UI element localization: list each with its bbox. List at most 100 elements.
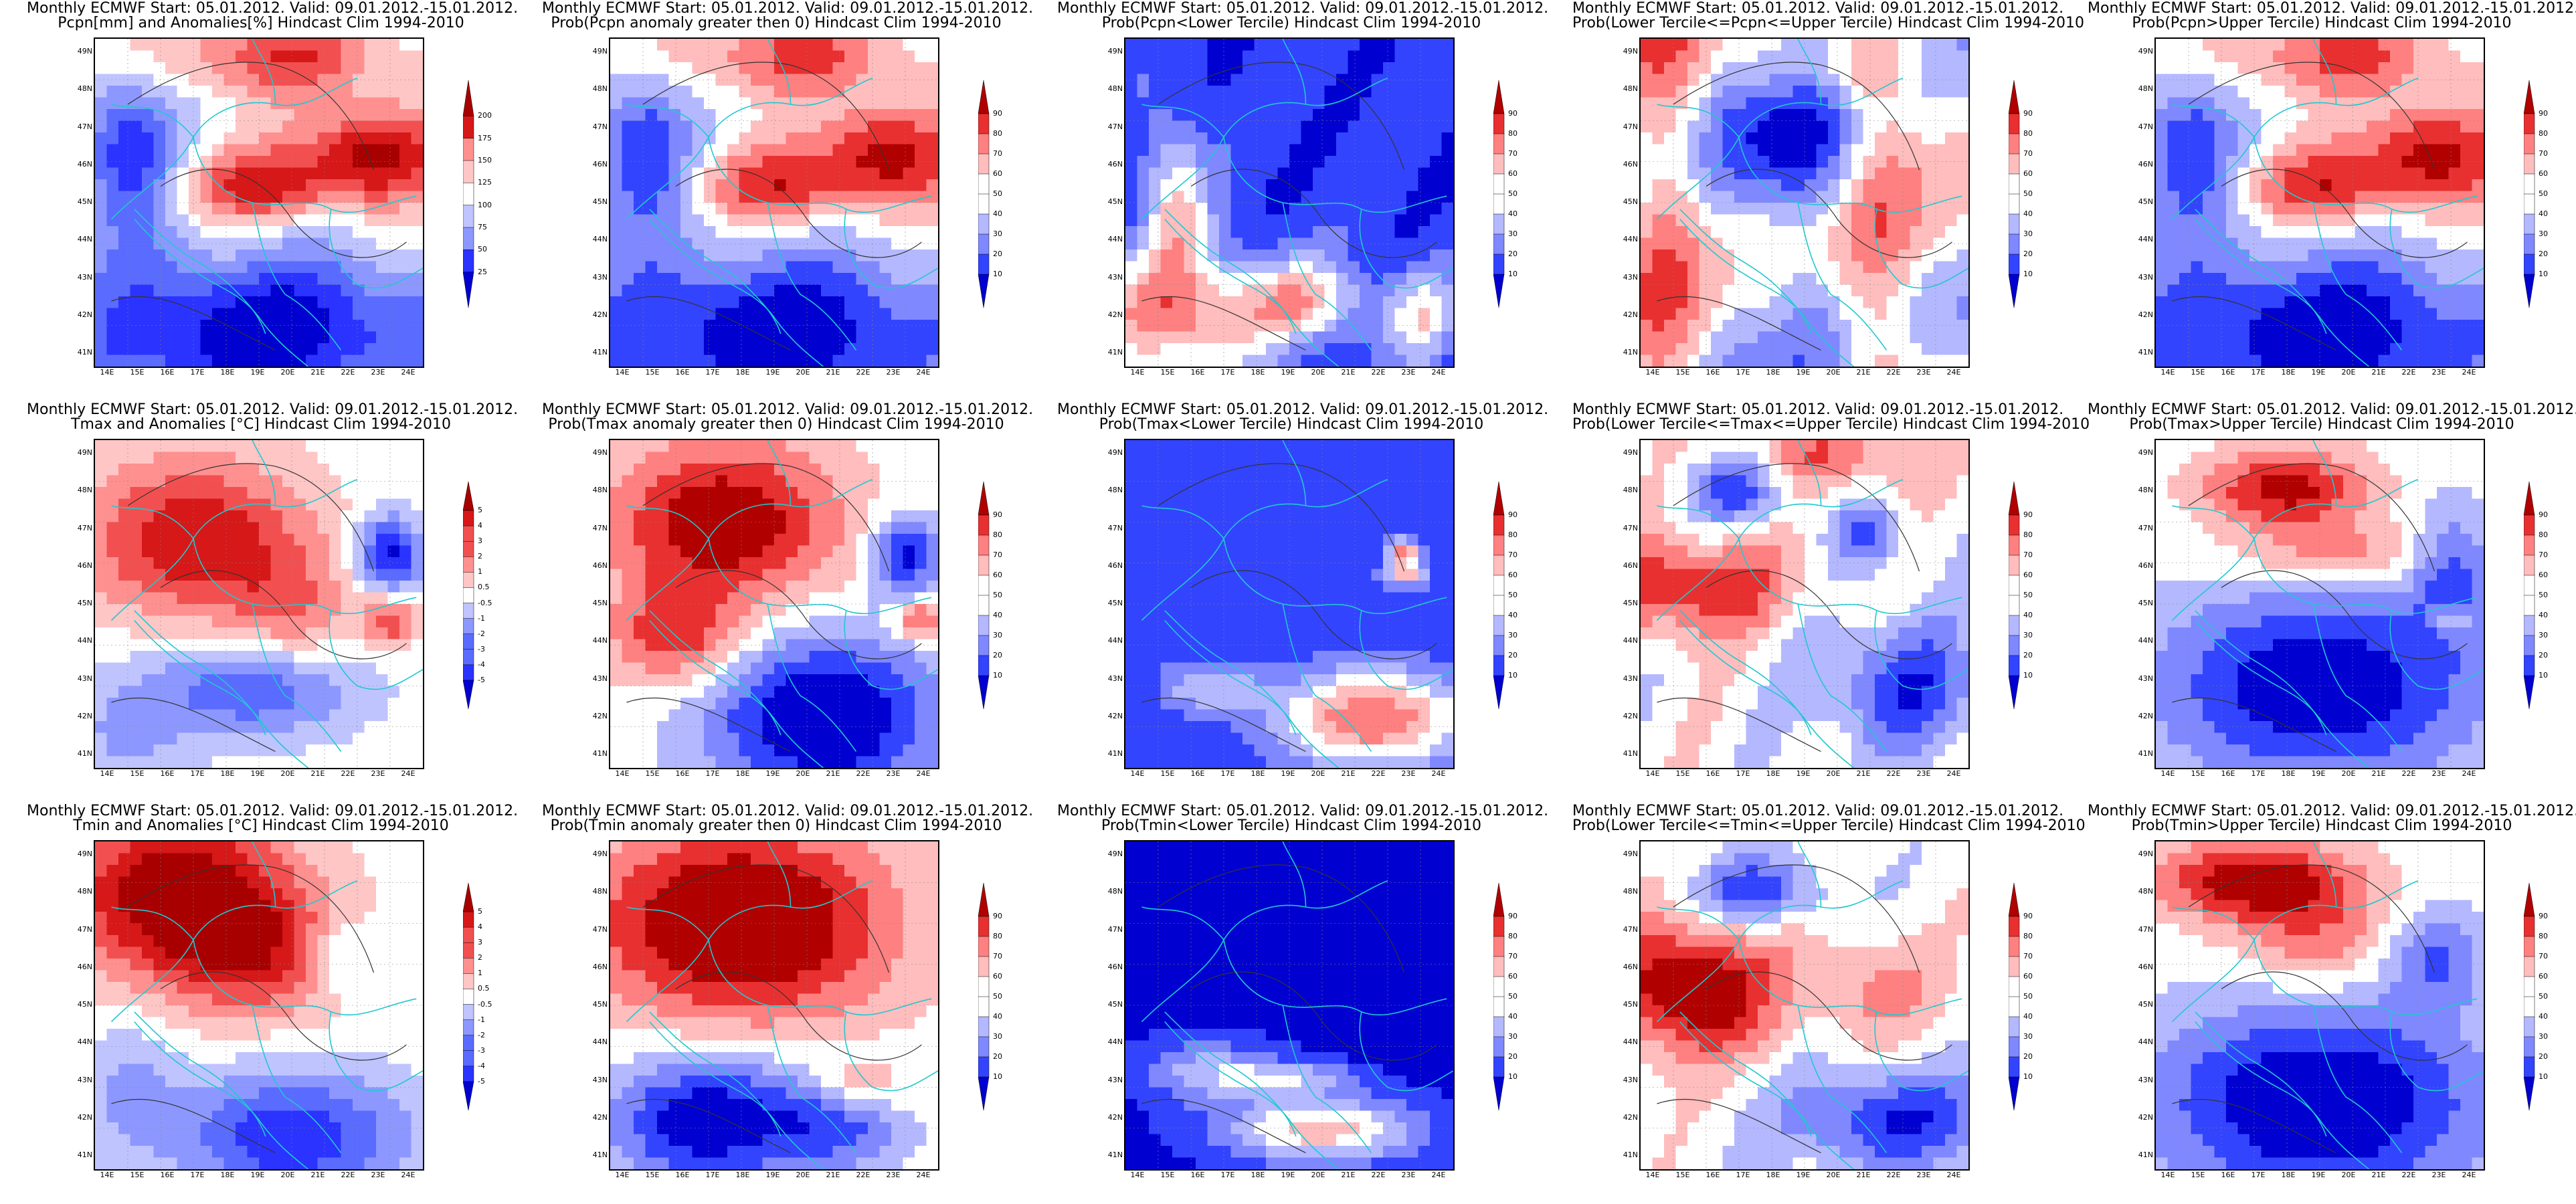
field-cell [306, 651, 318, 664]
field-cell [2320, 355, 2332, 367]
field-cell [247, 592, 260, 605]
field-cell [1641, 86, 1653, 98]
field-cell [2273, 167, 2286, 180]
field-cell [1945, 179, 1958, 192]
field-cell [329, 498, 342, 511]
field-cell [317, 308, 330, 320]
field-cell [106, 284, 119, 297]
field-cell [1336, 296, 1349, 309]
map-area [94, 37, 424, 368]
field-cell [200, 732, 213, 745]
field-cell [809, 273, 822, 286]
field-cell [2472, 144, 2484, 157]
field-cell [2179, 320, 2192, 332]
field-cell [809, 109, 822, 122]
field-cell [364, 273, 377, 286]
field-cell [353, 355, 365, 367]
field-cell [1406, 144, 1419, 157]
field-cell [2413, 179, 2426, 192]
field-cell [2261, 39, 2274, 52]
field-cell [2296, 74, 2309, 86]
field-cell [1875, 39, 1888, 52]
field-cell [2460, 179, 2473, 192]
field-cell [704, 284, 717, 297]
field-cell [1933, 74, 1946, 86]
field-cell [353, 261, 365, 274]
field-cell [903, 97, 915, 110]
field-cell [1289, 261, 1302, 274]
field-cell [387, 191, 400, 203]
field-cell [1699, 132, 1712, 145]
field-cell [387, 510, 400, 523]
field-cell [95, 191, 108, 203]
field-cell [1664, 331, 1677, 344]
field-cell [153, 191, 166, 203]
field-cell [223, 203, 236, 215]
field-cell [282, 452, 295, 464]
field-cell [751, 74, 763, 86]
field-cell [645, 226, 658, 239]
field-cell [2331, 273, 2344, 286]
colorbar-band [1493, 254, 1505, 275]
field-cell [399, 62, 412, 75]
field-cell [1149, 296, 1162, 309]
field-cell [212, 144, 225, 157]
field-cell [165, 120, 178, 133]
field-cell [1207, 109, 1220, 122]
field-cell [2261, 296, 2274, 309]
field-cell [2249, 120, 2262, 133]
field-cell [1371, 97, 1384, 110]
field-cell [236, 686, 248, 698]
field-cell [1828, 308, 1841, 320]
field-cell [118, 464, 131, 476]
field-cell [762, 343, 775, 356]
field-cell [798, 62, 810, 75]
field-cell [2367, 249, 2379, 262]
field-cell [1675, 167, 1688, 180]
field-cell [1851, 284, 1864, 297]
colorbar-band [2009, 173, 2020, 195]
field-cell [1734, 86, 1747, 98]
field-cell [1699, 50, 1712, 63]
field-cell [1863, 191, 1875, 203]
field-cell [130, 627, 143, 640]
field-cell [2425, 120, 2437, 133]
field-cell [106, 592, 119, 605]
field-cell [294, 651, 306, 664]
field-cell [762, 191, 775, 203]
field-cell [106, 569, 119, 581]
field-cell [2472, 296, 2484, 309]
field-cell [645, 109, 658, 122]
field-cell [329, 191, 342, 203]
field-cell [353, 627, 365, 640]
lon-label: 16E [1706, 368, 1720, 377]
field-cell [1266, 320, 1279, 332]
field-cell [1254, 132, 1267, 145]
lon-label: 23E [1401, 368, 1416, 377]
field-cell [856, 144, 868, 157]
field-cell [270, 167, 283, 180]
field-cell [364, 156, 377, 169]
field-cell [2308, 249, 2320, 262]
field-cell [247, 132, 260, 145]
field-cell [142, 50, 155, 63]
field-cell [915, 74, 927, 86]
field-cell [411, 74, 423, 86]
colorbar-label: 90 [2539, 109, 2548, 118]
field-cell [891, 50, 904, 63]
field-cell [739, 179, 751, 192]
field-cell [1910, 156, 1922, 169]
field-cell [189, 510, 201, 523]
field-cell [212, 74, 225, 86]
field-cell [259, 50, 272, 63]
field-cell [364, 86, 377, 98]
field-cell [317, 639, 330, 651]
field-cell [2460, 273, 2473, 286]
field-cell [317, 191, 330, 203]
field-cell [2156, 74, 2169, 86]
field-cell [1734, 50, 1747, 63]
colorbar-label: 20 [2023, 249, 2033, 258]
field-cell [282, 569, 295, 581]
field-cell [1933, 109, 1946, 122]
field-cell [1641, 97, 1653, 110]
